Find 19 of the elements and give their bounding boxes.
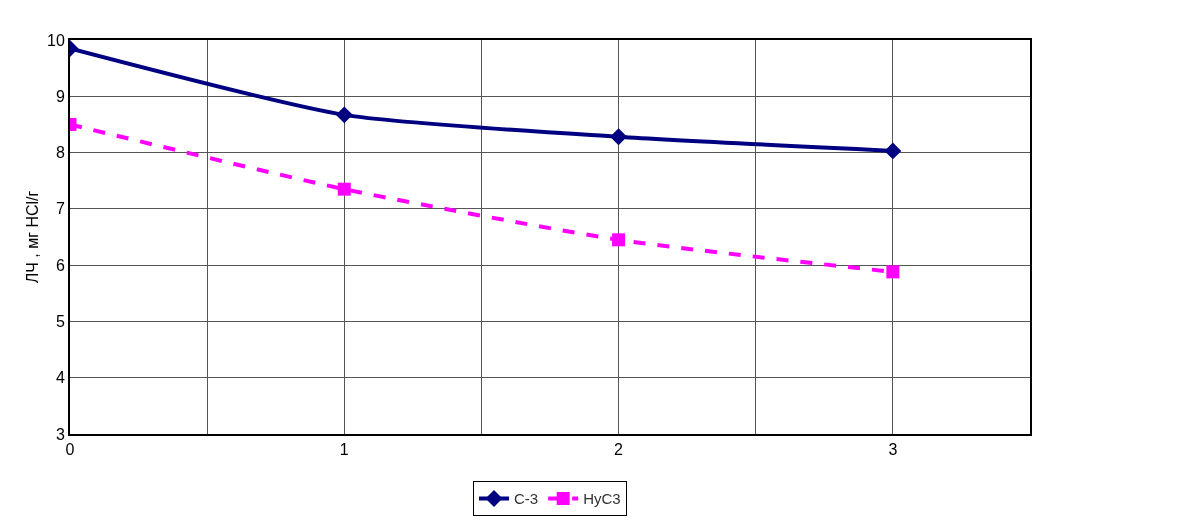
y-axis-title: ЛЧ , мг HCl/г: [24, 190, 42, 284]
y-tick-label: 7: [55, 200, 65, 218]
point: [612, 233, 626, 247]
point: [886, 265, 900, 279]
x-tick-label: 0: [65, 441, 75, 459]
x-tick-label: 2: [614, 441, 624, 459]
y-tick-label: 5: [55, 313, 65, 331]
x-tick-label: 1: [339, 441, 349, 459]
legend-label: НуС3: [583, 490, 621, 508]
point: [884, 142, 902, 160]
point: [610, 128, 628, 146]
y-tick-label: 8: [55, 144, 65, 162]
x-tick-label: 3: [888, 441, 898, 459]
y-tick-label: 3: [55, 425, 65, 443]
y-tick-label: 4: [55, 369, 65, 387]
y-tick-label: 10: [47, 31, 65, 49]
y-tick-label: 6: [55, 256, 65, 274]
y-tick-label: 9: [55, 87, 65, 105]
legend-label: С-3: [514, 490, 539, 508]
